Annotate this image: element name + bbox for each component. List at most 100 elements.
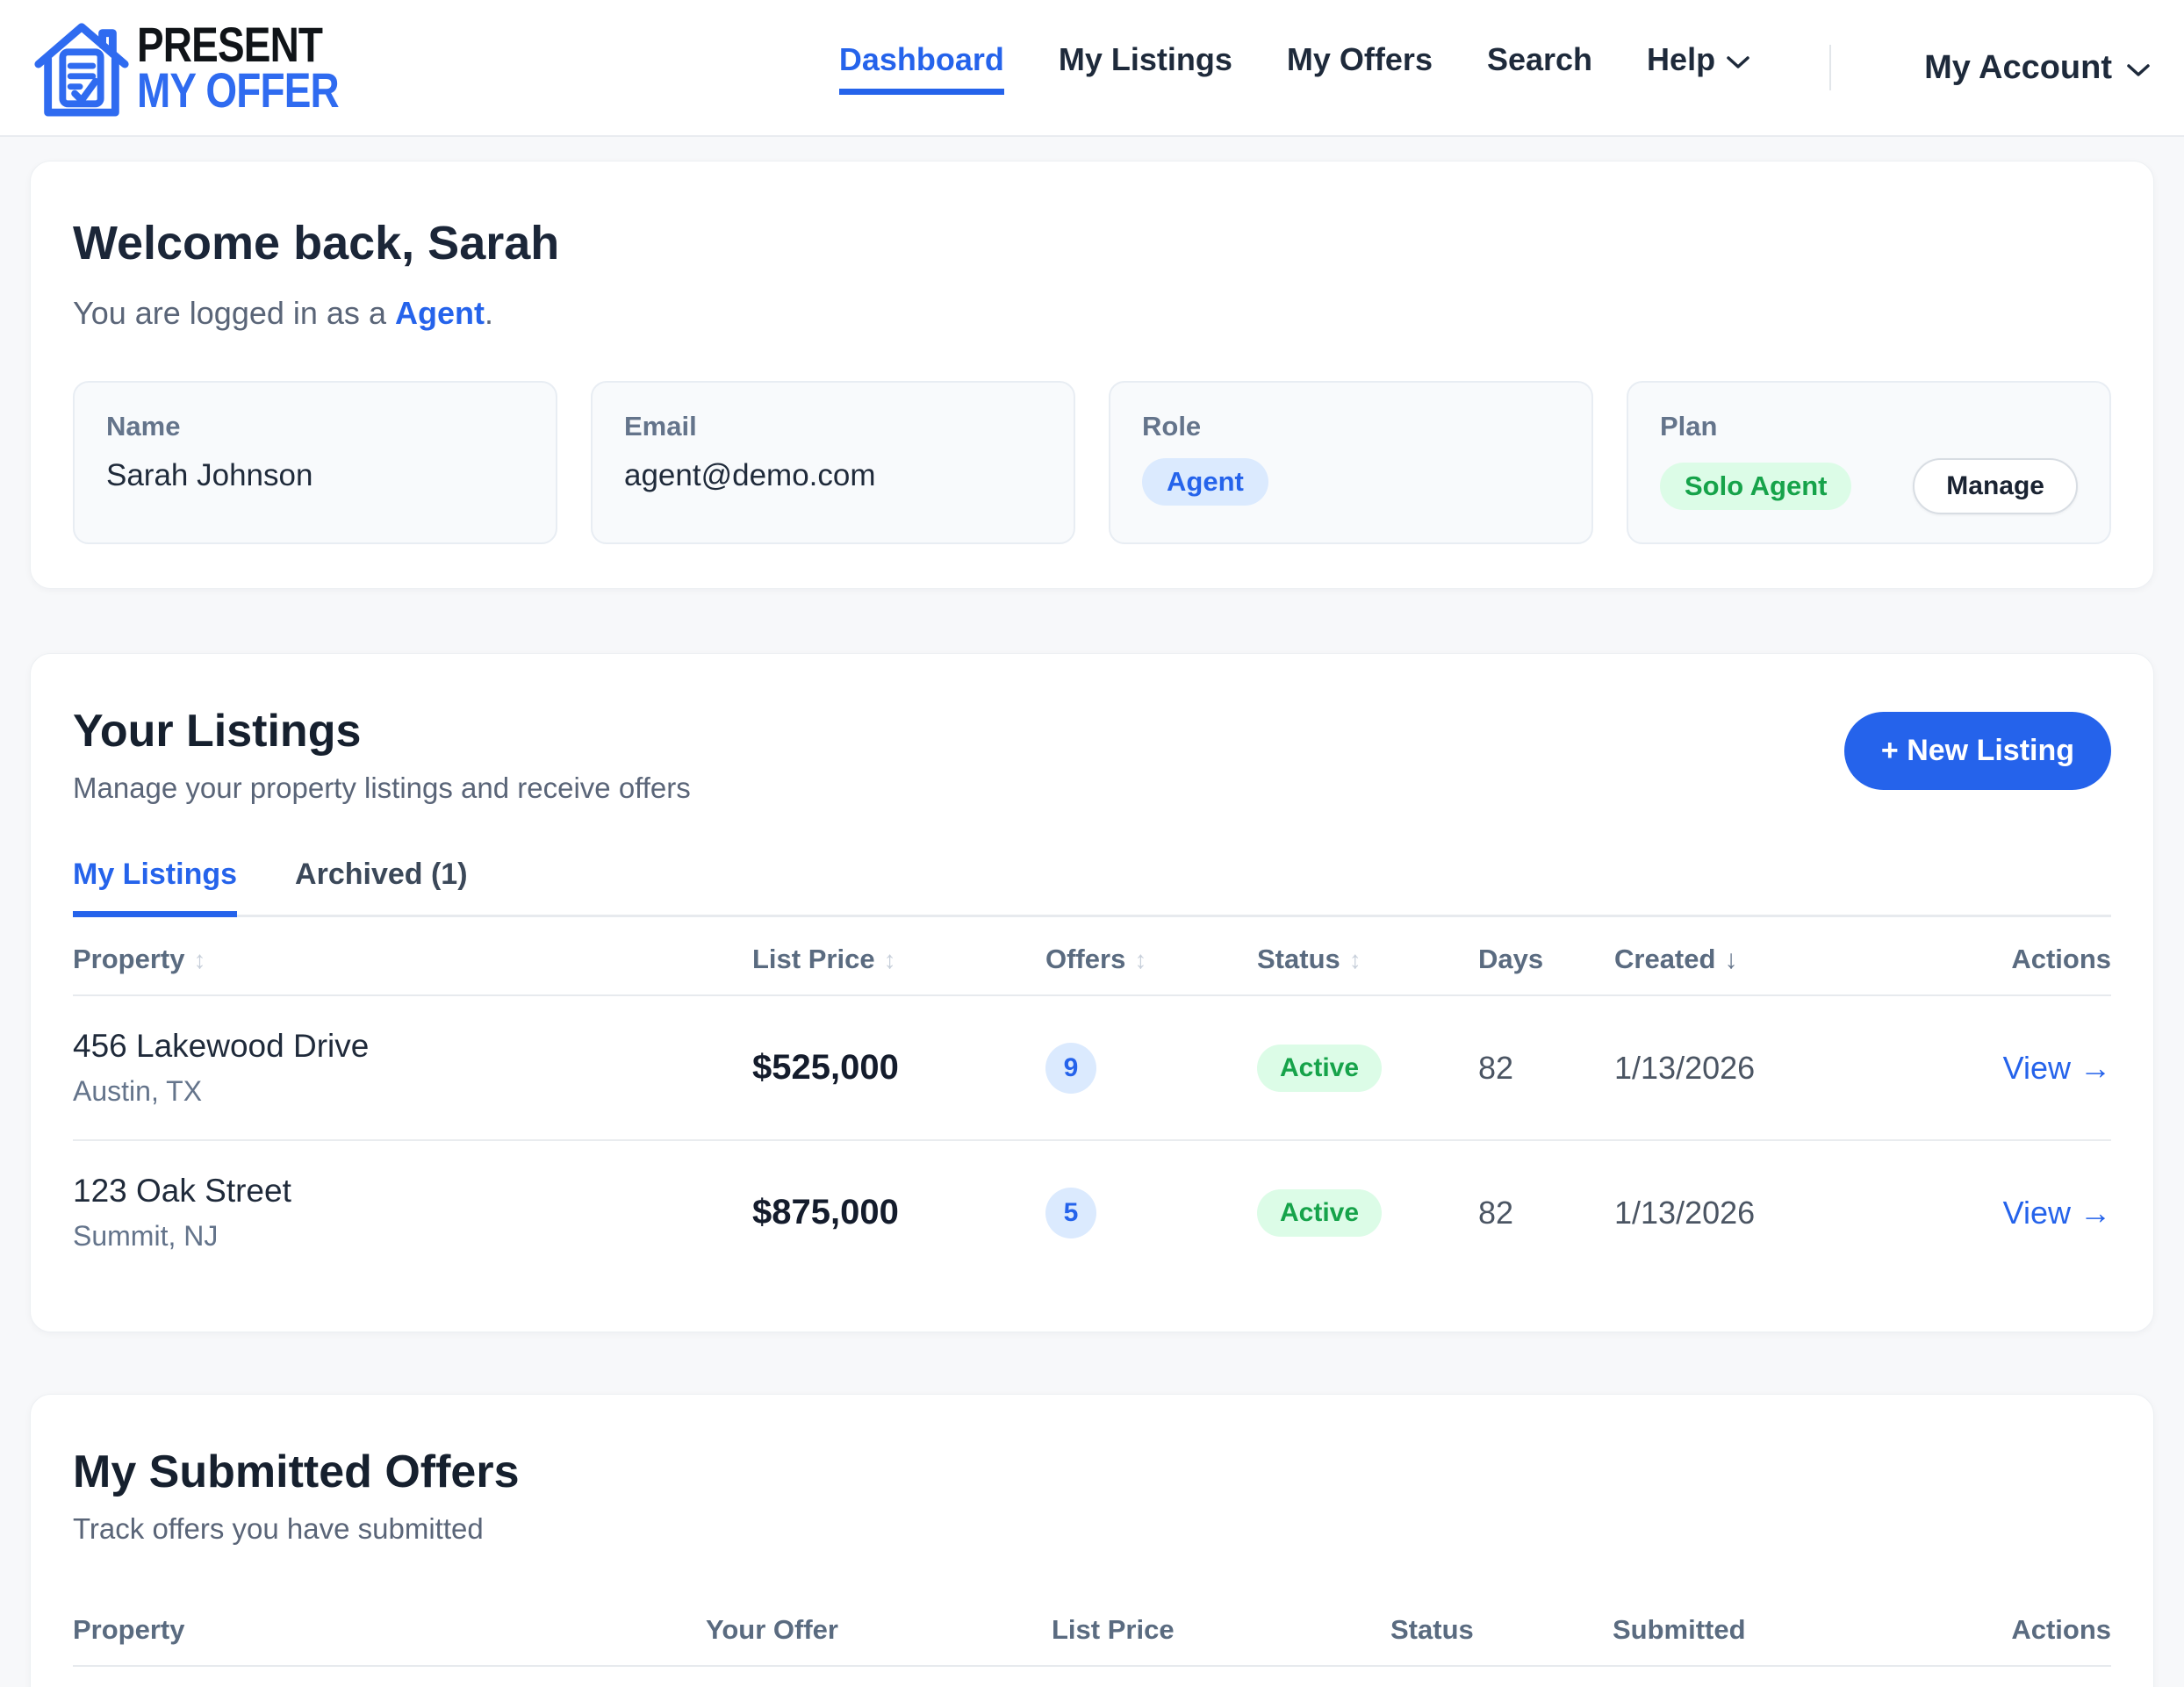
offers-cell: 9 — [1045, 1042, 1257, 1094]
nav-dashboard[interactable]: Dashboard — [838, 40, 1004, 95]
property-cell: 123 Oak Street Summit, NJ — [73, 1173, 752, 1253]
property-name: 456 Lakewood Drive — [73, 1028, 370, 1064]
nav-my-listings[interactable]: My Listings — [1059, 41, 1232, 95]
chevron-down-icon — [1727, 55, 1749, 68]
offers-count-badge: 9 — [1045, 1042, 1096, 1094]
nav-my-offers-label: My Offers — [1286, 40, 1433, 77]
my-account-label: My Account — [1924, 48, 2112, 86]
actions-cell: View → — [1878, 1050, 2111, 1087]
role-label: Role — [1142, 411, 1202, 441]
listings-table-header: Property ↕ List Price ↕ Offers ↕ Status ↕ Da… — [73, 917, 2111, 996]
nav-search[interactable]: Search — [1487, 41, 1592, 95]
col-submitted-label: Submitted — [1613, 1614, 1746, 1645]
col-your-offer-label: Your Offer — [706, 1614, 838, 1645]
sort-desc-icon: ↓ — [1724, 945, 1738, 974]
offers-header: My Submitted Offers Track offers you hav… — [73, 1446, 2111, 1546]
col-submitted: Submitted — [1613, 1614, 1893, 1646]
listings-subtitle: Manage your property listings and receiv… — [73, 772, 691, 804]
welcome-subtitle: You are logged in as a Agent. — [73, 295, 2111, 332]
brand-wordmark: PRESENT MY OFFER — [137, 17, 340, 114]
offers-header-text: My Submitted Offers Track offers you hav… — [73, 1446, 520, 1546]
logged-in-text: You are logged in as a — [73, 295, 395, 331]
listings-table: Property ↕ List Price ↕ Offers ↕ Status ↕ Da… — [73, 917, 2111, 1284]
list-price-cell: $525,000 — [752, 1048, 899, 1087]
name-card: Name Sarah Johnson — [73, 381, 557, 544]
offers-count-badge: 5 — [1045, 1187, 1096, 1238]
col-offers[interactable]: Offers ↕ — [1045, 944, 1257, 975]
sort-icon: ↕ — [883, 946, 896, 973]
offers-cell: 5 — [1045, 1187, 1257, 1238]
col-list-price[interactable]: List Price ↕ — [752, 944, 1045, 975]
period-text: . — [484, 295, 493, 331]
col-actions: Actions — [1878, 944, 2111, 975]
listings-header-text: Your Listings Manage your property listi… — [73, 705, 691, 805]
property-cell: 456 Lakewood Drive Austin, TX — [73, 1028, 752, 1108]
status-badge: Active — [1257, 1188, 1383, 1237]
actions-cell: View → — [1878, 1195, 2111, 1231]
your-listings-card: Your Listings Manage your property listi… — [30, 653, 2154, 1332]
col-list-price-label: List Price — [752, 944, 875, 974]
nav-my-offers[interactable]: My Offers — [1287, 41, 1433, 95]
my-account-menu[interactable]: My Account — [1924, 49, 2151, 87]
col-your-offer: Your Offer — [706, 1614, 1052, 1646]
col-status[interactable]: Status ↕ — [1257, 944, 1478, 975]
manage-plan-button[interactable]: Manage — [1913, 458, 2078, 514]
top-header: PRESENT MY OFFER Dashboard My Listings M… — [0, 0, 2184, 137]
plan-card: Plan Solo Agent Manage — [1627, 381, 2111, 544]
col-property[interactable]: Property ↕ — [73, 944, 752, 975]
nav-my-listings-label: My Listings — [1058, 40, 1232, 77]
offers-title: My Submitted Offers — [73, 1447, 520, 1497]
email-card: Email agent@demo.com — [591, 381, 1075, 544]
sort-icon: ↕ — [193, 946, 206, 973]
new-listing-button[interactable]: + New Listing — [1843, 712, 2111, 790]
listings-header: Your Listings Manage your property listi… — [73, 705, 2111, 805]
profile-info-grid: Name Sarah Johnson Email agent@demo.com … — [73, 381, 2111, 544]
col-actions-label: Actions — [2011, 1614, 2111, 1645]
col-list-price-label: List Price — [1052, 1614, 1175, 1645]
welcome-card: Welcome back, Sarah You are logged in as… — [30, 161, 2154, 589]
email-label: Email — [624, 411, 697, 441]
col-property-label: Property — [73, 1614, 185, 1645]
nav-help[interactable]: Help — [1647, 41, 1750, 95]
view-link[interactable]: View → — [2002, 1194, 2111, 1231]
status-cell: Active — [1257, 1044, 1478, 1092]
col-created-label: Created — [1614, 944, 1716, 974]
brand-logo[interactable]: PRESENT MY OFFER — [30, 16, 383, 119]
col-property: Property — [73, 1614, 706, 1646]
sort-icon: ↕ — [1134, 946, 1147, 973]
property-name: 123 Oak Street — [73, 1173, 291, 1209]
tab-archived[interactable]: Archived (1) — [295, 858, 468, 891]
brand-line1: PRESENT — [137, 17, 323, 73]
offers-table: Property Your Offer List Price Status Su… — [73, 1588, 2111, 1687]
view-link[interactable]: View → — [2002, 1049, 2111, 1086]
offers-subtitle: Track offers you have submitted — [73, 1512, 484, 1545]
offers-table-header: Property Your Offer List Price Status Su… — [73, 1588, 2111, 1667]
sort-icon: ↕ — [1348, 946, 1361, 973]
table-row: 456 Lakewood Drive Austin, TX $525,000 9… — [73, 996, 2111, 1141]
col-days-label: Days — [1478, 944, 1544, 974]
col-days: Days — [1478, 944, 1614, 975]
col-status: Status — [1390, 1614, 1613, 1646]
chevron-down-icon — [2127, 64, 2150, 76]
listings-tabs: My Listings Archived (1) — [73, 858, 2111, 917]
col-created[interactable]: Created ↓ — [1614, 944, 1878, 975]
name-value: Sarah Johnson — [106, 458, 313, 492]
nav-help-label: Help — [1647, 40, 1716, 77]
days-cell: 82 — [1478, 1049, 1514, 1086]
col-actions-label: Actions — [2011, 944, 2111, 974]
nav-search-label: Search — [1486, 40, 1593, 77]
col-list-price: List Price — [1052, 1614, 1390, 1646]
tab-my-listings[interactable]: My Listings — [73, 858, 238, 917]
col-property-label: Property — [73, 944, 185, 974]
status-badge: Active — [1257, 1044, 1383, 1092]
nav-dashboard-label: Dashboard — [838, 40, 1004, 77]
days-cell: 82 — [1478, 1194, 1514, 1231]
main-nav: Dashboard My Listings My Offers Search H… — [838, 40, 2151, 95]
role-link[interactable]: Agent — [394, 295, 485, 331]
welcome-title: Welcome back, Sarah — [73, 217, 560, 269]
name-label: Name — [106, 411, 181, 441]
col-actions: Actions — [1893, 1614, 2111, 1646]
status-cell: Active — [1257, 1188, 1478, 1237]
created-cell: 1/13/2026 — [1614, 1049, 1756, 1086]
